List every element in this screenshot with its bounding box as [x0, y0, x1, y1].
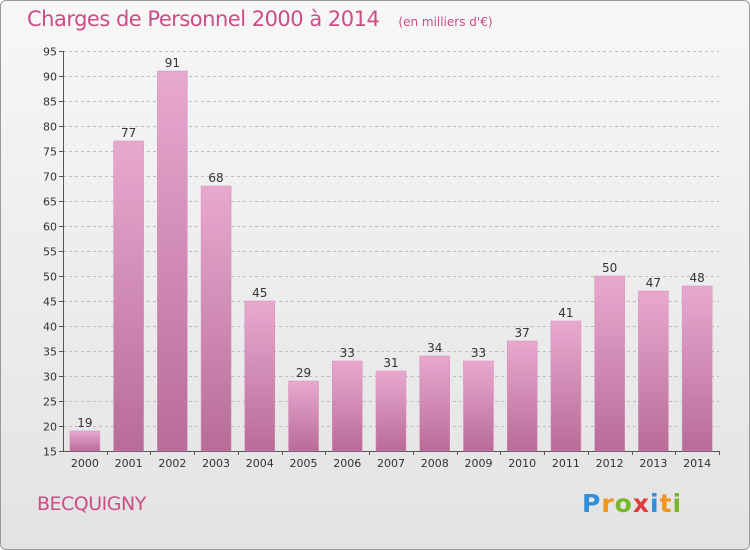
x-tick-label-2014: 2014 [683, 457, 711, 470]
y-tick-label: 85 [43, 96, 57, 109]
brand-logo: Proxiti [582, 489, 682, 518]
x-tick-label-2004: 2004 [246, 457, 274, 470]
bars [69, 70, 713, 452]
y-tick-label: 75 [43, 146, 57, 159]
title-row: Charges de Personnel 2000 à 2014 (en mil… [27, 7, 493, 31]
x-tick-label-2001: 2001 [115, 457, 143, 470]
y-tick-label: 50 [43, 271, 57, 284]
value-label-2005: 29 [296, 366, 311, 380]
bar-2004 [244, 300, 276, 452]
bar-2006 [332, 360, 363, 452]
value-label-2010: 37 [515, 326, 530, 340]
brand-letter: x [632, 489, 650, 518]
value-label-2004: 45 [252, 286, 267, 300]
value-label-2006: 33 [340, 346, 355, 360]
bar-2014 [681, 285, 713, 452]
bar-2002 [157, 70, 188, 452]
x-tick-label-2005: 2005 [290, 457, 318, 470]
y-tick-label: 15 [43, 446, 57, 459]
y-tick-label: 45 [43, 296, 57, 309]
y-tick-label: 95 [43, 46, 57, 59]
value-label-2011: 41 [558, 306, 573, 320]
y-tick-label: 40 [43, 321, 57, 334]
y-tick-label: 25 [43, 396, 57, 409]
bar-2003 [200, 185, 232, 452]
x-tick-label-2002: 2002 [158, 457, 186, 470]
value-label-2008: 34 [427, 341, 442, 355]
bar-2001 [113, 140, 144, 452]
bar-2010 [506, 340, 538, 452]
x-tick-label-2009: 2009 [464, 457, 492, 470]
brand-letter: t [659, 489, 673, 518]
y-tick-label: 80 [43, 121, 57, 134]
bar-2012 [594, 275, 625, 452]
x-tick-label-2008: 2008 [421, 457, 449, 470]
value-label-2000: 19 [77, 416, 92, 430]
value-label-2002: 91 [165, 56, 180, 70]
value-label-2003: 68 [208, 171, 223, 185]
bar-2007 [375, 370, 407, 452]
brand-letter: P [582, 489, 602, 518]
x-tick-label-2006: 2006 [333, 457, 361, 470]
y-tick-label: 55 [43, 246, 57, 259]
y-tick-label: 70 [43, 171, 57, 184]
x-tick-label-2010: 2010 [508, 457, 536, 470]
y-tick-label: 30 [43, 371, 57, 384]
bar-2000 [69, 430, 101, 452]
value-label-2012: 50 [602, 261, 617, 275]
value-label-2013: 47 [646, 276, 661, 290]
x-tick-label-2011: 2011 [552, 457, 580, 470]
brand-letter: i [650, 489, 660, 518]
y-tick-label: 90 [43, 71, 57, 84]
y-tick-label: 60 [43, 221, 57, 234]
brand-letter: r [601, 489, 615, 518]
place-name: BECQUIGNY [37, 493, 146, 515]
x-tick-label-2013: 2013 [639, 457, 667, 470]
chart-title: Charges de Personnel 2000 à 2014 [27, 7, 380, 31]
x-tick-label-2007: 2007 [377, 457, 405, 470]
bar-2008 [419, 355, 450, 452]
x-tick-label-2003: 2003 [202, 457, 230, 470]
x-tick-label-2012: 2012 [596, 457, 624, 470]
brand-letter: o [614, 489, 633, 518]
axes [59, 51, 720, 455]
value-label-2001: 77 [121, 126, 136, 140]
y-tick-label: 65 [43, 196, 57, 209]
y-tick-label: 20 [43, 421, 57, 434]
labels: 15 20 25 30 35 40 45 50 55 60 65 70 75 80 85 90 95 19 2000… [43, 46, 711, 471]
bar-2013 [638, 290, 669, 452]
chart-subtitle: (en milliers d'€) [398, 15, 493, 29]
bar-2005 [288, 380, 319, 452]
bar-2009 [463, 360, 494, 452]
brand-letter: i [672, 489, 683, 518]
x-tick-label-2000: 2000 [71, 457, 99, 470]
value-label-2007: 31 [383, 356, 398, 370]
bar-2011 [550, 320, 582, 452]
value-label-2009: 33 [471, 346, 486, 360]
y-tick-label: 35 [43, 346, 57, 359]
value-label-2014: 48 [689, 271, 704, 285]
